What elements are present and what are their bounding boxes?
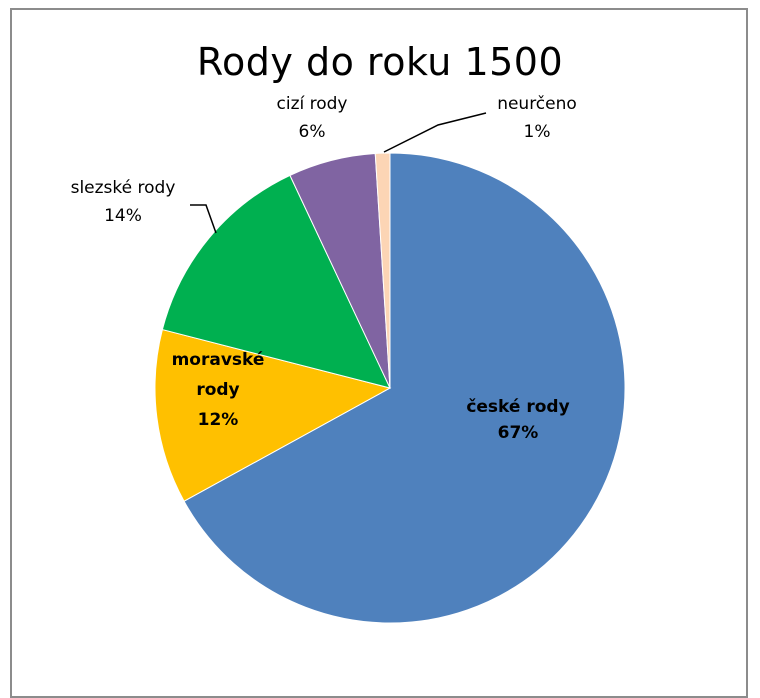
leader-line-5 [383,112,487,153]
slice-name-label-4: cizí rody [277,94,348,114]
pie-slice-2 [154,328,392,502]
slice-name-label-2: rody [196,380,239,400]
slice-labels: české rody 67% moravské rody 12% slezské rody… [71,94,577,443]
slice-percent-label-4: 6% [299,122,326,142]
slice-percent-label-5: 1% [524,122,551,142]
chart-title: Rody do roku 1500 [196,40,564,84]
pie-slice-1 [183,152,626,624]
slice-percent-label-1: 67% [498,423,539,443]
leader-line-3 [190,204,217,234]
slice-percent-label-2: 12% [198,410,239,430]
pie-slices [154,152,626,624]
slice-name-label-2: moravské [172,350,265,370]
pie-slice-3 [161,174,391,389]
slice-name-label-3: slezské rody [71,178,176,198]
pie-chart: české rody 67% moravské rody 12% slezské rody… [71,94,626,624]
slice-name-label-5: neurčeno [497,94,577,114]
pie-slice-5 [374,152,391,389]
leader-lines [190,112,487,234]
slice-name-label-1: české rody [466,397,569,417]
slice-percent-label-3: 14% [104,206,142,226]
